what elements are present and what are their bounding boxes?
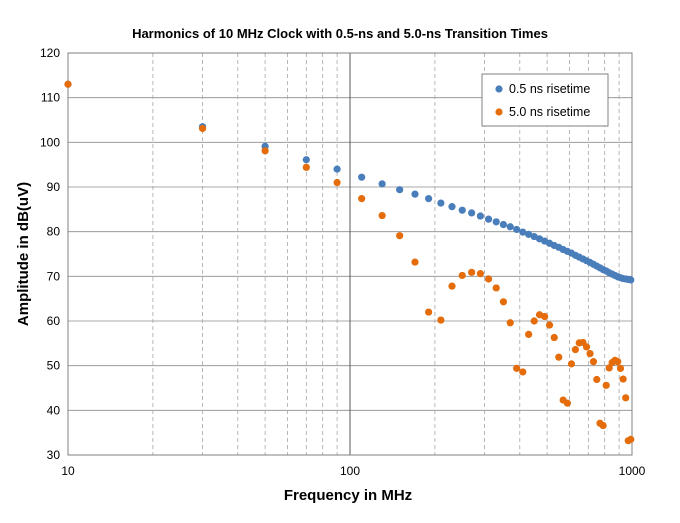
data-point-series-2 — [302, 163, 310, 171]
data-point-series-2 — [602, 381, 610, 389]
data-point-series-1 — [425, 195, 433, 203]
data-point-series-2 — [550, 333, 558, 342]
y-tick-label: 80 — [47, 225, 61, 239]
data-point-series-2 — [593, 375, 601, 384]
data-point-series-2 — [333, 178, 341, 187]
data-point-series-1 — [411, 190, 419, 198]
legend-label-series-2: 5.0 ns risetime — [509, 105, 590, 119]
data-point-series-2 — [64, 80, 72, 88]
data-point-series-2 — [468, 268, 476, 276]
data-point-series-2 — [519, 368, 527, 376]
data-point-series-2 — [545, 321, 554, 329]
tick-labels: 30 40 50 60 70 80 90 100 110 120 10 100 1000 — [40, 46, 646, 478]
data-point-series-1 — [448, 203, 456, 211]
data-point-series-1 — [476, 212, 484, 220]
y-axis-label: Amplitude in dB(uV) — [15, 182, 32, 326]
data-point-series-1 — [468, 209, 476, 217]
data-point-series-1 — [492, 218, 500, 226]
x-tick-label: 100 — [340, 464, 360, 478]
data-point-series-2 — [599, 421, 607, 430]
data-point-series-2 — [571, 345, 580, 354]
plot-area-frame — [67, 52, 633, 456]
series-2 — [64, 80, 635, 445]
y-tick-label: 110 — [41, 91, 60, 105]
legend: 0.5 ns risetime 5.0 ns risetime — [481, 73, 609, 127]
y-tick-label: 60 — [47, 314, 61, 328]
x-tick-label: 1000 — [619, 464, 646, 478]
data-point-series-1 — [484, 215, 493, 223]
data-point-series-2 — [492, 284, 500, 292]
data-point-series-2 — [513, 364, 521, 372]
data-point-series-2 — [586, 350, 594, 358]
data-point-series-2 — [589, 358, 598, 366]
data-point-series-1 — [358, 173, 366, 181]
data-point-series-2 — [605, 364, 613, 372]
data-point-series-2 — [484, 275, 493, 283]
data-point-series-1 — [333, 165, 341, 173]
data-point-series-2 — [448, 282, 456, 290]
y-tick-label: 90 — [47, 180, 61, 194]
data-point-series-2 — [627, 435, 635, 443]
data-point-series-2 — [541, 312, 549, 321]
data-point-series-2 — [622, 394, 630, 402]
data-point-series-2 — [261, 147, 269, 155]
data-point-series-2 — [499, 298, 508, 306]
data-point-series-2 — [619, 375, 627, 383]
data-point-series-2 — [616, 364, 625, 372]
chart-title: Harmonics of 10 MHz Clock with 0.5-ns an… — [132, 26, 548, 41]
legend-marker-series-1 — [495, 85, 503, 93]
data-points — [64, 80, 635, 445]
legend-box — [481, 73, 609, 127]
data-point-series-2 — [525, 330, 533, 338]
data-point-series-2 — [396, 232, 404, 240]
data-point-series-2 — [358, 195, 366, 203]
data-point-series-2 — [425, 308, 433, 316]
data-point-series-2 — [458, 271, 466, 280]
data-point-series-2 — [198, 124, 207, 133]
x-tick-label: 10 — [61, 464, 75, 478]
data-point-series-2 — [563, 399, 571, 407]
legend-marker-series-2 — [495, 108, 503, 116]
data-point-series-2 — [555, 353, 563, 361]
data-point-series-1 — [302, 156, 310, 164]
data-point-series-1 — [378, 180, 386, 188]
y-tick-label: 120 — [40, 46, 60, 60]
data-point-series-2 — [567, 360, 576, 368]
legend-label-series-1: 0.5 ns risetime — [509, 82, 590, 96]
data-point-series-2 — [582, 343, 591, 351]
data-point-series-1 — [396, 186, 404, 194]
data-point-series-2 — [506, 319, 514, 327]
y-tick-label: 100 — [40, 135, 60, 149]
data-point-series-2 — [378, 211, 386, 220]
data-point-series-2 — [614, 358, 622, 366]
data-point-series-1 — [519, 228, 527, 236]
series-1 — [64, 80, 635, 284]
data-point-series-2 — [437, 316, 445, 324]
data-point-series-1 — [437, 199, 445, 207]
data-point-series-2 — [530, 317, 538, 325]
data-point-series-2 — [411, 258, 419, 266]
y-tick-label: 70 — [47, 269, 61, 283]
x-axis-label: Frequency in MHz — [284, 487, 412, 504]
data-point-series-1 — [525, 230, 533, 238]
data-point-series-2 — [476, 270, 484, 278]
data-point-series-1 — [513, 225, 521, 234]
y-tick-label: 50 — [47, 359, 61, 373]
data-point-series-1 — [458, 206, 466, 214]
y-tick-label: 30 — [47, 448, 61, 462]
data-point-series-1 — [506, 223, 514, 231]
data-point-series-1 — [627, 276, 635, 284]
y-tick-label: 40 — [47, 403, 61, 417]
data-point-series-1 — [499, 220, 508, 229]
